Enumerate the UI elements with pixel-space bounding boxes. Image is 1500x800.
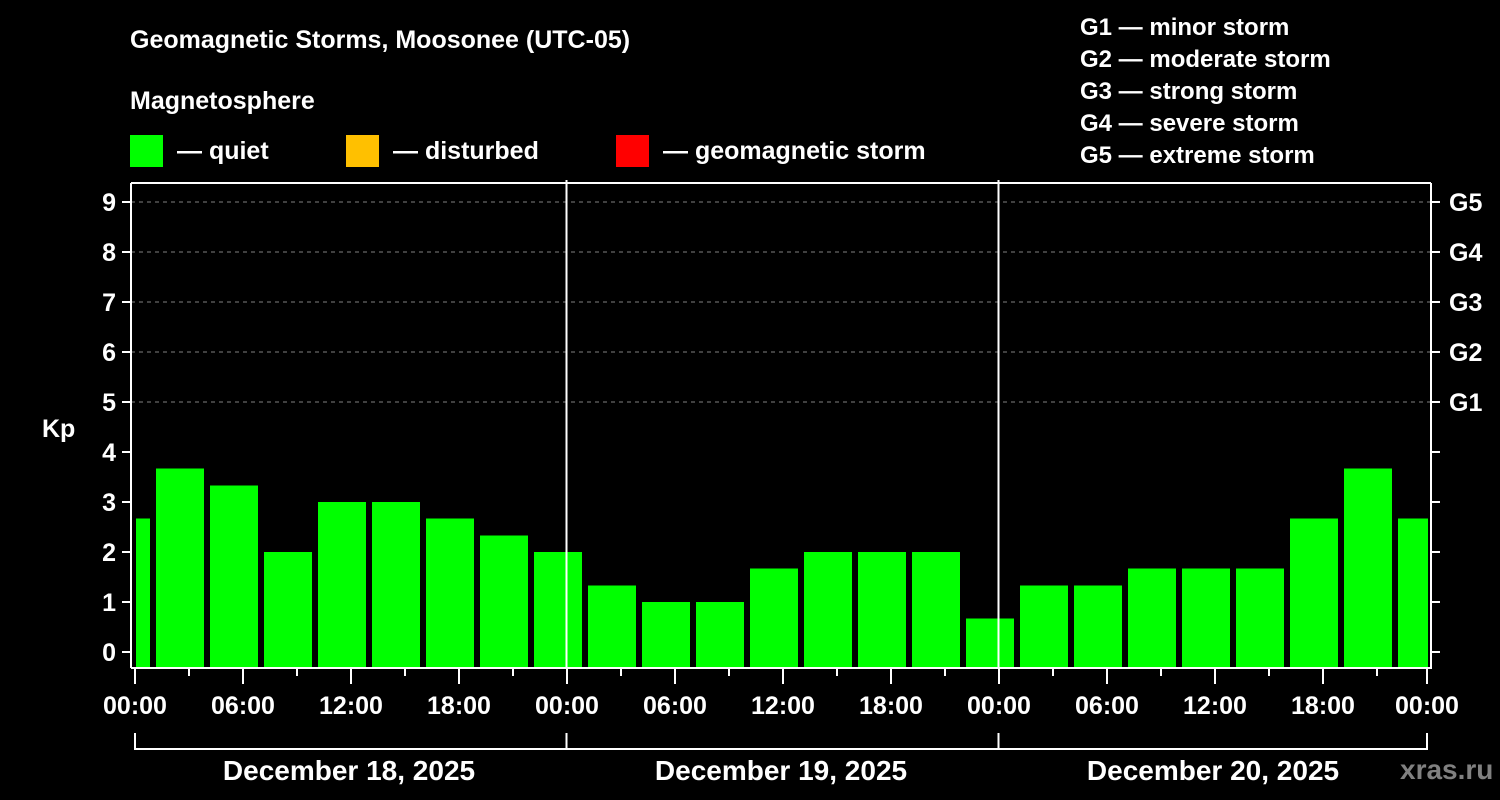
kp-bar (1236, 568, 1284, 668)
kp-bar (750, 568, 798, 668)
kp-bar (372, 502, 420, 668)
g-scale-g5: G5 — extreme storm (1080, 142, 1315, 169)
g-scale-g4: G4 — severe storm (1080, 110, 1299, 137)
kp-bar (804, 552, 852, 668)
y-tick-label: 5 (102, 389, 116, 417)
x-tick-label: 18:00 (1291, 692, 1355, 720)
kp-bar (210, 485, 258, 668)
kp-bar (136, 518, 150, 668)
legend-storm-label: — geomagnetic storm (663, 137, 926, 165)
kp-bar (1128, 568, 1176, 668)
disturbed-swatch (346, 135, 379, 167)
x-tick-label: 12:00 (751, 692, 815, 720)
g-scale-g3: G3 — strong storm (1080, 78, 1298, 105)
watermark: xras.ru (1400, 754, 1494, 785)
g-level-label: G1 (1449, 389, 1482, 417)
x-tick-label: 06:00 (1075, 692, 1139, 720)
y-tick-label: 1 (102, 589, 116, 617)
kp-bars (136, 468, 1428, 668)
day-label: December 20, 2025 (1087, 755, 1339, 786)
legend-storm: — geomagnetic storm (616, 135, 926, 167)
y-tick-label: 0 (102, 639, 116, 667)
day-label: December 19, 2025 (655, 755, 907, 786)
kp-bar (1398, 518, 1428, 668)
g-level-label: G5 (1449, 189, 1482, 217)
kp-bar (696, 602, 744, 668)
kp-bar (966, 618, 1014, 668)
day-label: December 18, 2025 (223, 755, 475, 786)
kp-bar (426, 518, 474, 668)
legend-disturbed: — disturbed (346, 135, 539, 167)
kp-bar (156, 468, 204, 668)
x-tick-label: 12:00 (319, 692, 383, 720)
g-level-label: G4 (1449, 239, 1482, 267)
g-scale-g2: G2 — moderate storm (1080, 46, 1331, 73)
x-tick-label: 00:00 (967, 692, 1031, 720)
kp-bar (264, 552, 312, 668)
x-tick-label: 06:00 (211, 692, 275, 720)
x-tick-label: 00:00 (535, 692, 599, 720)
x-tick-label: 18:00 (859, 692, 923, 720)
kp-bar (1290, 518, 1338, 668)
kp-bar (1074, 585, 1122, 668)
legend-quiet: — quiet (130, 135, 269, 167)
axes (122, 180, 1440, 750)
g-scale-g1: G1 — minor storm (1080, 14, 1290, 41)
x-tick-label: 18:00 (427, 692, 491, 720)
kp-bar (588, 585, 636, 668)
legend-disturbed-label: — disturbed (393, 137, 539, 165)
g-level-label: G3 (1449, 289, 1482, 317)
y-tick-label: 9 (102, 189, 116, 217)
y-axis-label: Kp (42, 415, 76, 443)
quiet-swatch (130, 135, 163, 167)
legend-quiet-label: — quiet (177, 137, 269, 165)
y-tick-label: 2 (102, 539, 116, 567)
storm-swatch (616, 135, 649, 167)
chart-title: Geomagnetic Storms, Moosonee (UTC-05) (130, 26, 631, 54)
g-scale-legend: G1 — minor storm G2 — moderate storm G3 … (1080, 12, 1331, 172)
x-tick-label: 00:00 (1395, 692, 1459, 720)
kp-bar (480, 535, 528, 668)
kp-bar (1020, 585, 1068, 668)
kp-bar (534, 552, 582, 668)
y-tick-label: 3 (102, 489, 116, 517)
y-tick-label: 4 (102, 439, 116, 467)
y-tick-label: 6 (102, 339, 116, 367)
x-tick-label: 12:00 (1183, 692, 1247, 720)
kp-bar (642, 602, 690, 668)
kp-bar (1182, 568, 1230, 668)
kp-bar (318, 502, 366, 668)
kp-bar (912, 552, 960, 668)
y-tick-label: 7 (102, 289, 116, 317)
gridlines (131, 201, 1431, 403)
x-tick-label: 00:00 (103, 692, 167, 720)
axis-labels: 0 1 2 3 4 5 6 7 8 9 G1 G2 G3 G4 G5 00:00 06:00 12:00 18:00… (102, 189, 1482, 786)
g-level-label: G2 (1449, 339, 1482, 367)
chart-subtitle: Magnetosphere (130, 87, 315, 115)
x-tick-label: 06:00 (643, 692, 707, 720)
y-tick-label: 8 (102, 239, 116, 267)
kp-bar (858, 552, 906, 668)
kp-bar (1344, 468, 1392, 668)
